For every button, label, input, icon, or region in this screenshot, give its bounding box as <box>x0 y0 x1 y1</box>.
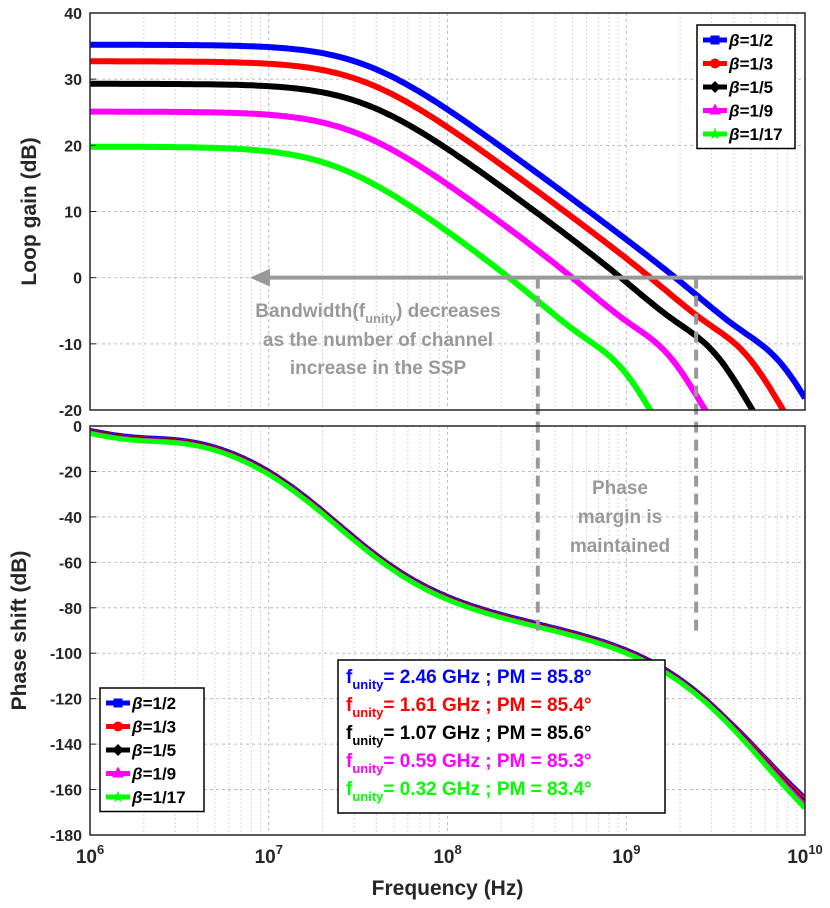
stats-box-group: funity= 2.46 GHz ; PM = 85.8° funity= 1.6… <box>337 659 666 814</box>
gain-legend-entry: β=1/2 <box>728 31 773 50</box>
stats-row: funity= 0.32 GHz ; PM = 83.4° <box>346 779 592 804</box>
phase-series-group <box>90 427 805 810</box>
phase-ytick-label: -40 <box>59 510 82 527</box>
phase-legend: β=1/2 β=1/3 β=1/5 β=1/9 β=1/17 <box>99 687 205 813</box>
phase-margin-annotation-line: margin is <box>578 507 662 528</box>
gain-legend-marker <box>709 103 721 115</box>
phase-legend-marker <box>112 766 124 778</box>
phase-axes-box <box>89 425 806 836</box>
phase-legend-entry: β=1/17 <box>131 788 186 807</box>
phase-ylabel: Phase shift (dB) <box>8 551 31 711</box>
stats-box <box>337 659 666 814</box>
gain-ytick-label: 0 <box>73 271 82 288</box>
phase-legend-entry: β=1/3 <box>131 718 176 737</box>
phase-legend-marker <box>113 698 123 708</box>
phase-legend-marker <box>112 744 124 756</box>
phase-ytick-label: -120 <box>50 692 82 709</box>
gain-legend-entry: β=1/3 <box>728 55 773 74</box>
phase-xtick-label: 109 <box>612 842 640 868</box>
phase-ytick-label: -160 <box>50 783 82 800</box>
gain-legend-entry: β=1/5 <box>728 78 773 97</box>
gain-ytick-label: -20 <box>59 403 82 420</box>
gain-ytick-label: 20 <box>64 138 82 155</box>
gain-ytick-label: 30 <box>64 72 82 89</box>
phase-ytick-label: -100 <box>50 646 82 663</box>
gain-legend-entry: β=1/9 <box>728 102 773 121</box>
zero-db-arrow-head <box>250 268 270 287</box>
bandwidth-annotation-line-1: Bandwidth(funity) decreases <box>255 301 500 326</box>
phase-legend-entry: β=1/9 <box>131 765 176 784</box>
phase-xtick-label: 106 <box>76 842 104 868</box>
phase-ytick-label: 0 <box>73 419 82 436</box>
phase-ytick-label: -60 <box>59 555 82 572</box>
phase-margin-annotation-line: Phase <box>592 478 648 499</box>
phase-legend-entry: β=1/2 <box>131 694 176 713</box>
stats-row: funity= 1.61 GHz ; PM = 85.4° <box>346 695 592 720</box>
gain-line-1-5 <box>90 80 757 410</box>
phase-ytick-label: -80 <box>59 601 82 618</box>
phase-ytick-label: -140 <box>50 737 82 754</box>
phase-xtick-label: 107 <box>255 842 283 868</box>
phase-xtick-label: 108 <box>433 842 461 868</box>
phase-ytick-label: -20 <box>59 464 82 481</box>
phase-legend-marker <box>113 721 123 732</box>
phase-xtick-label: 1010 <box>787 842 823 868</box>
gain-ytick-label: -10 <box>59 337 82 354</box>
gain-legend-entry: β=1/17 <box>728 125 783 144</box>
stats-row: funity= 2.46 GHz ; PM = 85.8° <box>346 667 592 692</box>
stats-row: funity= 0.59 GHz ; PM = 85.3° <box>346 751 592 776</box>
gain-ytick-label: 40 <box>64 6 82 23</box>
stats-row: funity= 1.07 GHz ; PM = 85.6° <box>346 723 592 748</box>
gain-line-1-17 <box>90 143 654 410</box>
gain-legend-marker <box>708 127 722 140</box>
gain-ylabel: Loop gain (dB) <box>18 137 41 285</box>
gain-legend: β=1/2 β=1/3 β=1/5 β=1/9 β=1/17 <box>696 24 796 150</box>
gain-legend-marker <box>709 81 721 93</box>
gain-series-group <box>90 41 805 410</box>
bandwidth-annotation-line-2: as the number of channel <box>263 330 493 351</box>
bandwidth-annotation-line-3: increase in the SSP <box>290 358 467 379</box>
gain-ytick-label: 10 <box>64 205 82 222</box>
phase-ytick-label: -180 <box>50 828 82 845</box>
phase-legend-marker <box>111 790 125 803</box>
phase-line-1-17 <box>90 431 805 810</box>
gain-line-1-9 <box>90 108 709 410</box>
phase-xlabel: Frequency (Hz) <box>372 877 524 900</box>
gain-line-1-3 <box>90 58 787 410</box>
gain-line-1-2 <box>90 41 805 400</box>
phase-margin-annotation-line: maintained <box>570 536 670 557</box>
phase-legend-entry: β=1/5 <box>131 741 176 760</box>
gain-legend-marker <box>710 35 720 45</box>
gain-legend-marker <box>710 58 720 69</box>
